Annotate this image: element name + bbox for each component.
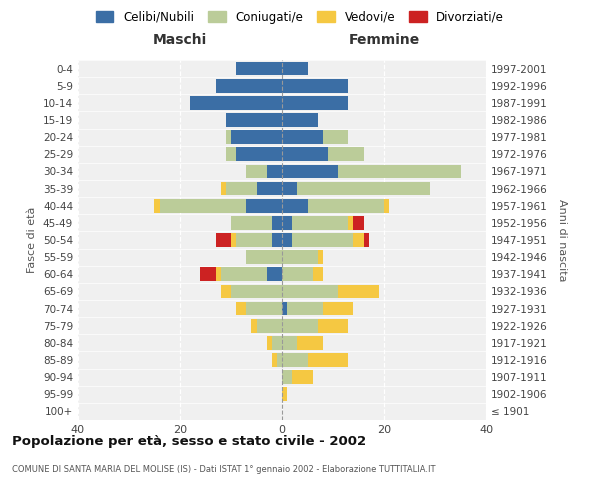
Bar <box>318 250 323 264</box>
Bar <box>257 319 282 332</box>
Bar <box>318 319 349 332</box>
Bar <box>226 113 282 127</box>
Bar <box>282 164 338 178</box>
Bar <box>287 302 323 316</box>
Bar <box>292 370 313 384</box>
Bar <box>267 336 272 349</box>
Bar <box>226 148 236 161</box>
Bar <box>216 268 221 281</box>
Bar <box>236 62 282 76</box>
Bar <box>221 268 267 281</box>
Text: COMUNE DI SANTA MARIA DEL MOLISE (IS) - Dati ISTAT 1° gennaio 2002 - Elaborazion: COMUNE DI SANTA MARIA DEL MOLISE (IS) - … <box>12 465 436 474</box>
Bar <box>231 216 272 230</box>
Bar <box>282 388 287 401</box>
Bar <box>282 79 349 92</box>
Bar <box>282 370 292 384</box>
Bar <box>216 233 231 247</box>
Bar <box>272 353 277 367</box>
Bar <box>221 182 226 196</box>
Bar <box>323 130 349 144</box>
Bar <box>384 199 389 212</box>
Text: Femmine: Femmine <box>349 34 419 48</box>
Bar <box>247 164 267 178</box>
Bar <box>200 268 216 281</box>
Bar <box>236 302 247 316</box>
Bar <box>353 216 364 230</box>
Bar <box>221 284 231 298</box>
Bar <box>282 250 318 264</box>
Bar <box>267 268 282 281</box>
Bar <box>231 130 282 144</box>
Bar <box>282 284 338 298</box>
Bar <box>338 164 461 178</box>
Bar <box>272 216 282 230</box>
Bar <box>323 302 353 316</box>
Bar <box>236 233 272 247</box>
Bar <box>247 199 282 212</box>
Bar <box>349 216 353 230</box>
Bar <box>282 336 298 349</box>
Bar <box>298 336 323 349</box>
Bar <box>282 62 308 76</box>
Bar <box>160 199 247 212</box>
Text: Popolazione per età, sesso e stato civile - 2002: Popolazione per età, sesso e stato civil… <box>12 435 366 448</box>
Bar <box>190 96 282 110</box>
Bar <box>282 319 318 332</box>
Bar <box>313 268 323 281</box>
Bar <box>226 182 257 196</box>
Y-axis label: Fasce di età: Fasce di età <box>28 207 37 273</box>
Bar <box>292 233 353 247</box>
Bar <box>353 233 364 247</box>
Bar <box>251 319 257 332</box>
Bar <box>282 199 308 212</box>
Bar <box>282 182 298 196</box>
Bar <box>364 233 369 247</box>
Bar <box>272 336 282 349</box>
Bar <box>272 233 282 247</box>
Legend: Celibi/Nubili, Coniugati/e, Vedovi/e, Divorziati/e: Celibi/Nubili, Coniugati/e, Vedovi/e, Di… <box>91 6 509 28</box>
Bar <box>282 268 313 281</box>
Bar <box>231 233 236 247</box>
Bar <box>328 148 364 161</box>
Bar <box>308 353 349 367</box>
Bar <box>257 182 282 196</box>
Bar <box>282 96 349 110</box>
Bar <box>308 199 384 212</box>
Bar <box>292 216 349 230</box>
Y-axis label: Anni di nascita: Anni di nascita <box>557 198 567 281</box>
Bar <box>282 130 323 144</box>
Text: Maschi: Maschi <box>153 34 207 48</box>
Bar <box>282 302 287 316</box>
Bar <box>216 79 282 92</box>
Bar <box>338 284 379 298</box>
Bar <box>226 130 231 144</box>
Bar <box>282 113 318 127</box>
Bar <box>282 233 292 247</box>
Bar <box>282 353 308 367</box>
Bar <box>298 182 430 196</box>
Bar <box>247 302 282 316</box>
Bar <box>282 148 328 161</box>
Bar <box>267 164 282 178</box>
Bar <box>155 199 160 212</box>
Bar <box>231 284 282 298</box>
Bar <box>247 250 282 264</box>
Bar <box>236 148 282 161</box>
Bar <box>277 353 282 367</box>
Bar <box>282 216 292 230</box>
